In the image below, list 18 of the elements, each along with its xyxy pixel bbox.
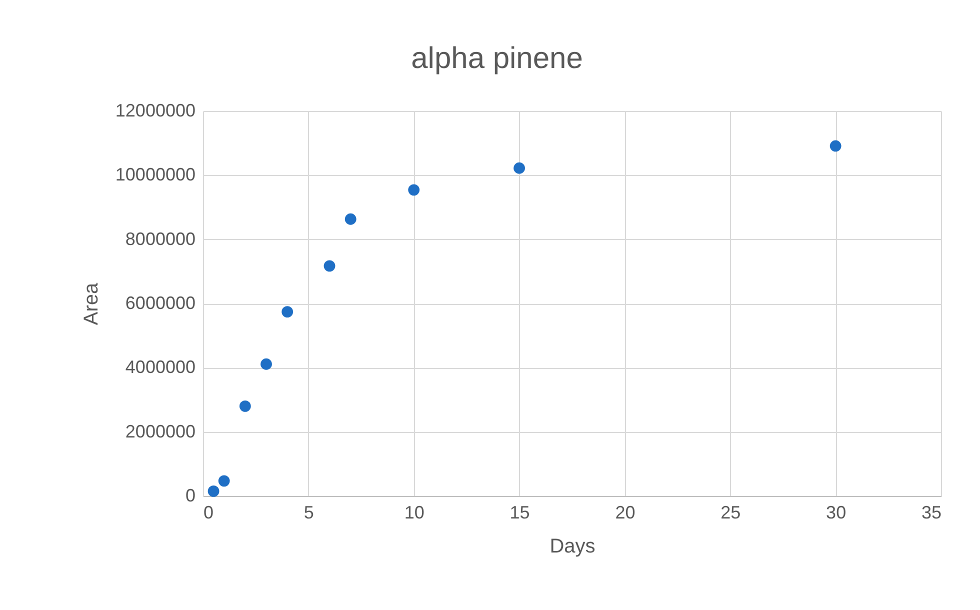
y-tick-label: 6000000 [125, 293, 196, 313]
y-tick-label: 2000000 [125, 421, 196, 442]
x-tick-label: 35 [921, 502, 942, 522]
x-tick-label: 10 [404, 502, 424, 522]
y-tick-label: 8000000 [125, 228, 196, 249]
y-tick-label: 0 [185, 486, 196, 506]
chart-title: alpha pinene [411, 42, 583, 75]
x-tick-label: 5 [304, 502, 314, 522]
x-tick-label: 20 [615, 502, 636, 522]
x-axis-title: Days [550, 536, 596, 558]
x-tick-label: 15 [510, 502, 530, 522]
y-tick-label: 10000000 [115, 164, 196, 185]
y-axis-title: Area [80, 282, 102, 326]
x-tick-label: 0 [204, 502, 214, 522]
x-tick-label: 30 [826, 502, 846, 522]
y-tick-label: 12000000 [115, 100, 196, 120]
x-tick-label: 25 [720, 502, 741, 522]
y-tick-label: 4000000 [125, 357, 196, 378]
